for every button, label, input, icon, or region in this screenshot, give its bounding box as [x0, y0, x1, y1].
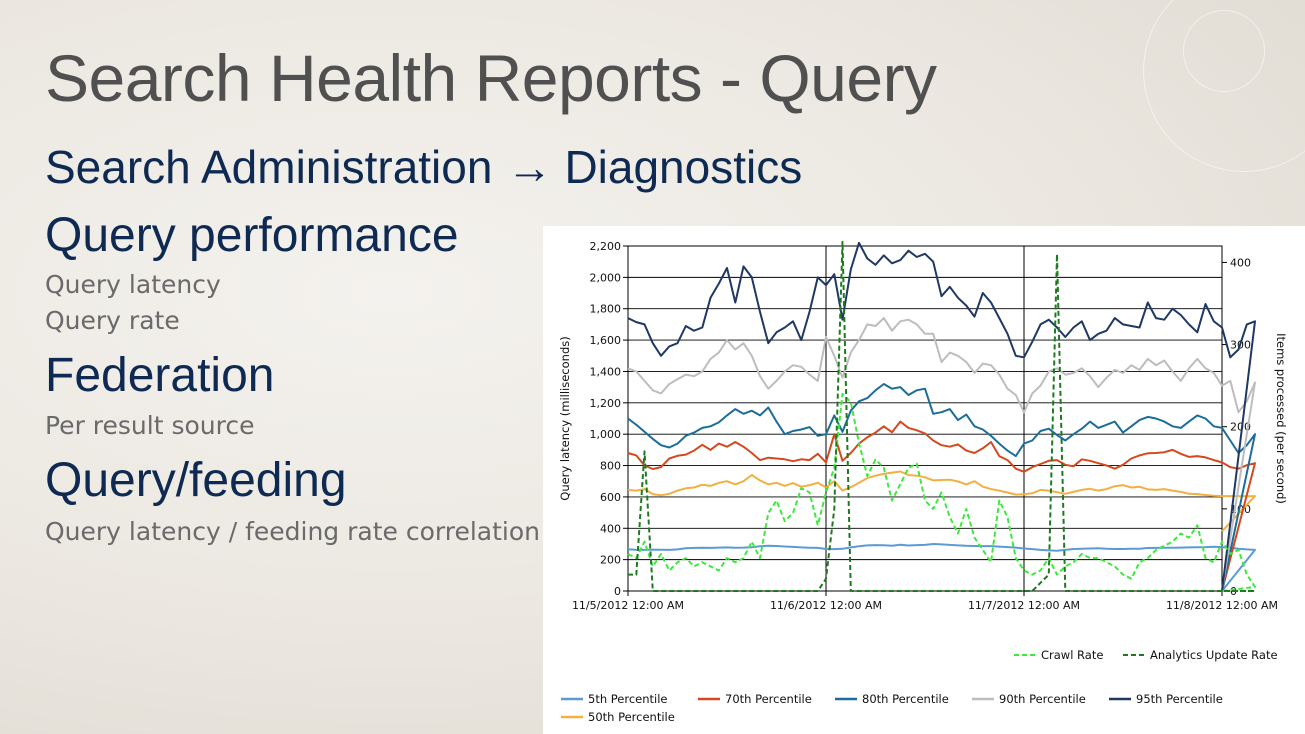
series-line-90th-percentile	[627, 317, 1256, 592]
y2-tick-label: 200	[1230, 421, 1251, 434]
legend-label: Crawl Rate	[1041, 648, 1103, 662]
legend-label: 70th Percentile	[725, 692, 812, 706]
legend-label: 95th Percentile	[1136, 692, 1223, 706]
breadcrumb-to: Diagnostics	[564, 141, 803, 193]
x-tick-label: 11/8/2012 12:00 AM	[1166, 599, 1278, 612]
y-tick-label: 1,400	[590, 365, 622, 378]
legend-label: 5th Percentile	[588, 692, 668, 706]
series-line-70th-percentile	[627, 420, 1256, 592]
x-tick-label: 11/7/2012 12:00 AM	[968, 599, 1080, 612]
legend-label: 80th Percentile	[862, 692, 949, 706]
series-line-analytics-update-rate	[628, 240, 1256, 592]
slide-title: Search Health Reports - Query	[45, 41, 937, 115]
y2-tick-label: 400	[1230, 256, 1251, 269]
y-tick-label: 0	[614, 585, 621, 598]
section-heading-query-feeding: Query/feeding	[45, 454, 347, 507]
arrow-right-icon: →	[506, 141, 553, 193]
series-line-crawl-rate	[627, 392, 1256, 592]
section-item-per-result-source: Per result source	[45, 411, 255, 440]
section-item-query-latency: Query latency	[45, 270, 221, 299]
legend-label: 50th Percentile	[588, 710, 675, 724]
section-item-latency-feeding-correlation: Query latency / feeding rate correlation	[45, 517, 540, 546]
y-tick-label: 1,800	[590, 303, 622, 316]
decorative-circle	[1143, 0, 1305, 172]
y-tick-label: 1,200	[590, 397, 622, 410]
section-heading-federation: Federation	[45, 349, 275, 402]
legend-label: 90th Percentile	[999, 692, 1086, 706]
legend-label: Analytics Update Rate	[1150, 648, 1278, 662]
y2-axis-label: Items processed (per second)	[1274, 333, 1288, 504]
y-axis-label: Query latency (milliseconds)	[558, 336, 572, 500]
series-line-95th-percentile	[627, 241, 1256, 592]
section-item-query-rate: Query rate	[45, 306, 180, 335]
x-tick-label: 11/6/2012 12:00 AM	[770, 599, 882, 612]
section-heading-query-performance: Query performance	[45, 209, 459, 262]
y-tick-label: 200	[600, 554, 621, 567]
x-tick-label: 11/5/2012 12:00 AM	[572, 599, 684, 612]
series-line-50th-percentile	[627, 470, 1256, 533]
y-tick-label: 400	[600, 522, 621, 535]
y-tick-label: 2,200	[590, 240, 622, 253]
y-tick-label: 2,000	[590, 271, 622, 284]
series-line-80th-percentile	[627, 383, 1256, 592]
chart-panel: 0 200 400 600 800 1,000 1,200 1,400 1,600 1,800 2,…	[543, 226, 1305, 734]
y-tick-label: 800	[600, 460, 621, 473]
breadcrumb-from: Search Administration	[45, 141, 493, 193]
y-tick-label: 1,600	[590, 334, 622, 347]
series-line-5th-percentile	[627, 543, 1256, 592]
y-tick-label: 1,000	[590, 428, 622, 441]
y-tick-label: 600	[600, 491, 621, 504]
breadcrumb: Search Administration → Diagnostics	[45, 140, 802, 194]
query-latency-chart: 0 200 400 600 800 1,000 1,200 1,400 1,600 1,800 2,…	[558, 240, 1288, 724]
plot-frame	[627, 245, 1223, 592]
